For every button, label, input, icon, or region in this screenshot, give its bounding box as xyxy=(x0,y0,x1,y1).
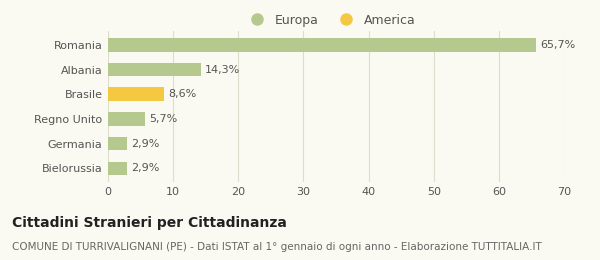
Bar xyxy=(108,38,536,52)
Bar xyxy=(108,87,164,101)
Text: 5,7%: 5,7% xyxy=(149,114,177,124)
Text: 2,9%: 2,9% xyxy=(131,163,159,173)
Bar xyxy=(108,112,145,126)
Text: 2,9%: 2,9% xyxy=(131,139,159,149)
Text: 65,7%: 65,7% xyxy=(540,40,575,50)
Text: 14,3%: 14,3% xyxy=(205,64,241,75)
Text: Cittadini Stranieri per Cittadinanza: Cittadini Stranieri per Cittadinanza xyxy=(12,216,287,230)
Legend: Europa, America: Europa, America xyxy=(239,9,421,32)
Text: 8,6%: 8,6% xyxy=(168,89,196,99)
Text: COMUNE DI TURRIVALIGNANI (PE) - Dati ISTAT al 1° gennaio di ogni anno - Elaboraz: COMUNE DI TURRIVALIGNANI (PE) - Dati IST… xyxy=(12,242,542,252)
Bar xyxy=(108,63,201,76)
Bar xyxy=(108,137,127,151)
Bar xyxy=(108,161,127,175)
